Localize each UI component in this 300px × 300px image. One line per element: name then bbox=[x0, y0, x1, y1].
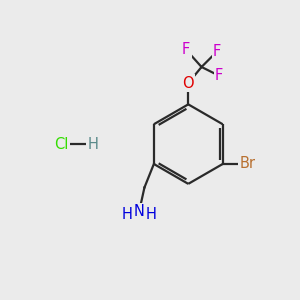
Text: H: H bbox=[121, 206, 132, 221]
Text: F: F bbox=[182, 42, 190, 57]
Text: Cl: Cl bbox=[55, 136, 69, 152]
Text: F: F bbox=[215, 68, 223, 83]
Text: H: H bbox=[87, 136, 98, 152]
Text: H: H bbox=[146, 206, 157, 221]
Text: F: F bbox=[213, 44, 221, 59]
Text: O: O bbox=[182, 76, 194, 91]
Text: Br: Br bbox=[239, 157, 255, 172]
Text: N: N bbox=[134, 204, 145, 219]
